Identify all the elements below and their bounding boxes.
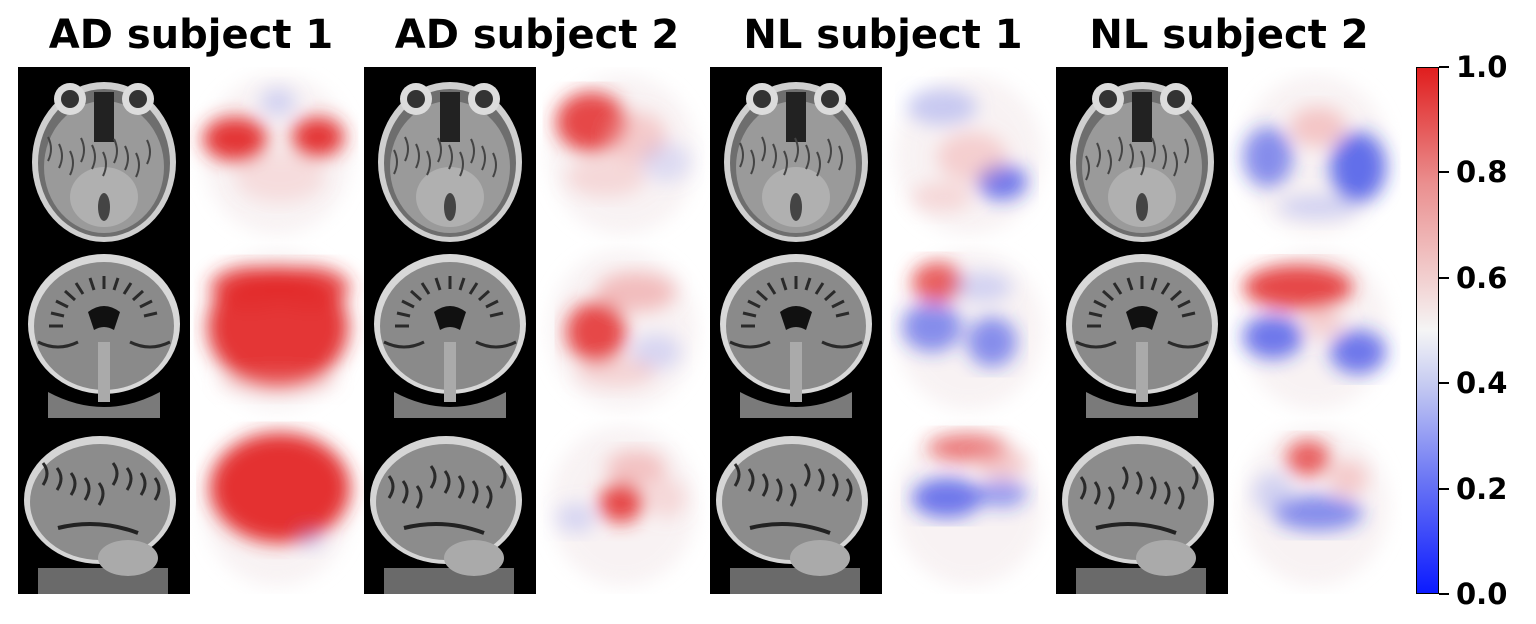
heatmap-axial-nl-subject-2 <box>1228 67 1402 243</box>
heatmap-coronal-ad-subject-2 <box>536 242 710 418</box>
heatmap-coronal-ad-subject-1 <box>190 242 364 418</box>
title-nl-subject-1: NL subject 1 <box>743 12 1023 58</box>
colorbar-tick <box>1439 593 1449 595</box>
mri-sagittal-nl-subject-1 <box>710 418 882 594</box>
heatmap-coronal-nl-subject-1 <box>882 242 1056 418</box>
heatmap-sagittal-ad-subject-2 <box>536 418 710 594</box>
mri-coronal-ad-subject-2 <box>364 242 536 418</box>
mri-sagittal-ad-subject-2 <box>364 418 536 594</box>
heatmap-sagittal-nl-subject-1 <box>882 418 1056 594</box>
colorbar-tick <box>1439 382 1449 385</box>
heatmap-axial-ad-subject-2 <box>536 67 710 243</box>
colorbar-tick-label: 0.8 <box>1456 155 1508 190</box>
title-ad-subject-2: AD subject 2 <box>394 12 680 58</box>
mri-axial-ad-subject-1 <box>18 67 190 243</box>
colorbar-tick-label: 0.6 <box>1456 260 1508 295</box>
colorbar-tick-label: 1.0 <box>1456 50 1508 84</box>
title-nl-subject-2: NL subject 2 <box>1089 12 1369 58</box>
colorbar-tick-label: 0.2 <box>1456 471 1508 506</box>
colorbar-tick <box>1439 276 1449 279</box>
heatmap-sagittal-ad-subject-1 <box>190 418 364 594</box>
heatmap-coronal-nl-subject-2 <box>1228 242 1402 418</box>
colorbar-tick <box>1439 487 1449 490</box>
heatmap-sagittal-nl-subject-2 <box>1228 418 1402 594</box>
mri-sagittal-ad-subject-1 <box>18 418 190 594</box>
mri-coronal-nl-subject-1 <box>710 242 882 418</box>
colorbar-tick <box>1439 171 1449 174</box>
mri-coronal-nl-subject-2 <box>1056 242 1228 418</box>
mri-axial-nl-subject-2 <box>1056 67 1228 243</box>
mri-sagittal-nl-subject-2 <box>1056 418 1228 594</box>
heatmap-axial-nl-subject-1 <box>882 67 1056 243</box>
heatmap-axial-ad-subject-1 <box>190 67 364 243</box>
colorbar-tick-label: 0.4 <box>1456 366 1508 401</box>
colorbar-tick <box>1439 66 1449 68</box>
colorbar <box>1416 67 1439 594</box>
title-ad-subject-1: AD subject 1 <box>48 12 334 58</box>
mri-coronal-ad-subject-1 <box>18 242 190 418</box>
mri-axial-ad-subject-2 <box>364 67 536 243</box>
mri-axial-nl-subject-1 <box>710 67 882 243</box>
colorbar-tick-label: 0.0 <box>1456 577 1508 611</box>
